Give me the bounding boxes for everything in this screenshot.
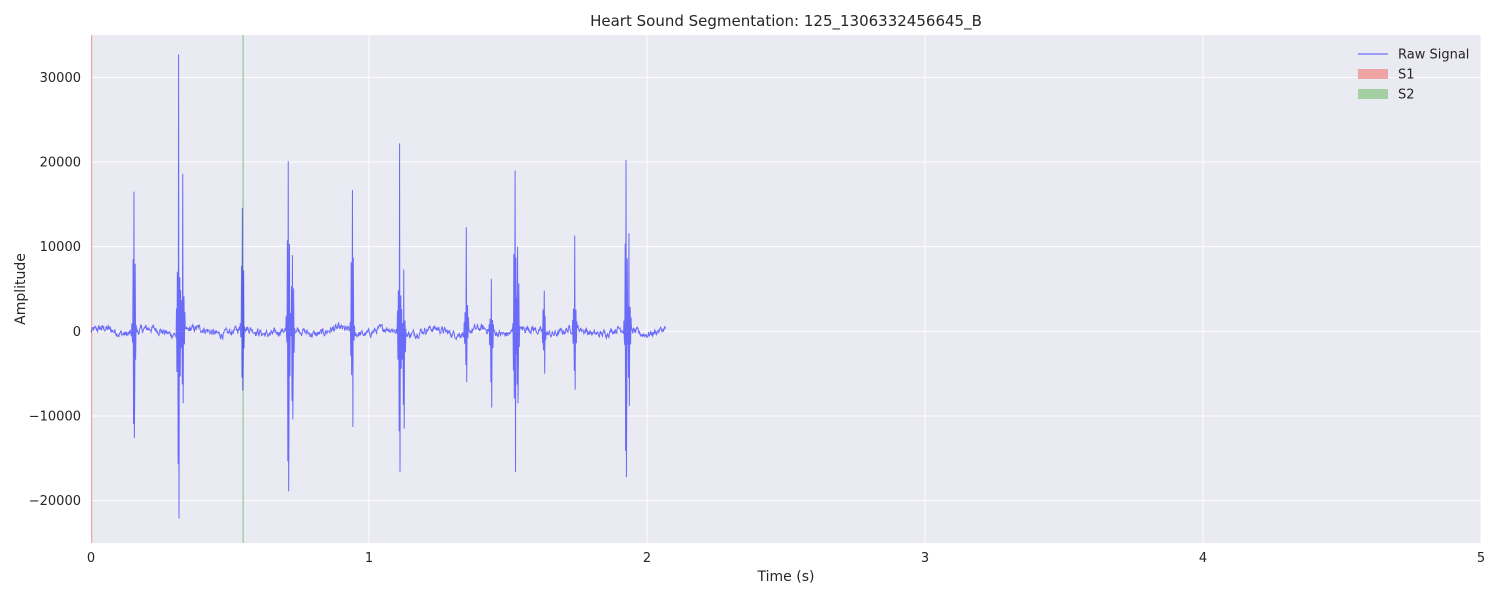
chart-title: Heart Sound Segmentation: 125_1306332456… xyxy=(590,12,982,31)
x-axis-ticks: 0 1 2 3 4 5 xyxy=(87,551,1485,566)
legend-swatch-s2 xyxy=(1358,89,1388,99)
series-layer xyxy=(90,54,667,519)
legend-label: Raw Signal xyxy=(1398,48,1469,63)
y-tick-label: 0 xyxy=(73,325,81,340)
x-tick-label: 1 xyxy=(365,551,373,566)
plot-background xyxy=(91,35,1481,543)
y-tick-label: 10000 xyxy=(40,240,81,255)
x-tick-label: 2 xyxy=(643,551,651,566)
y-tick-label: −10000 xyxy=(29,410,81,425)
x-tick-label: 3 xyxy=(921,551,929,566)
x-tick-label: 5 xyxy=(1477,551,1485,566)
legend: Raw Signal S1 S2 xyxy=(1358,48,1469,103)
y-axis-ticks: −20000 −10000 0 10000 20000 30000 xyxy=(29,71,81,509)
y-axis-title: Amplitude xyxy=(13,253,29,325)
region-s1 xyxy=(91,35,93,543)
grid xyxy=(90,35,1482,543)
x-axis-title: Time (s) xyxy=(757,569,815,585)
legend-label: S2 xyxy=(1398,88,1415,103)
x-tick-label: 4 xyxy=(1199,551,1207,566)
x-tick-label: 0 xyxy=(87,551,95,566)
legend-label: S1 xyxy=(1398,68,1415,83)
y-tick-label: −20000 xyxy=(29,494,81,509)
y-tick-label: 20000 xyxy=(40,156,81,171)
series-line-raw-signal xyxy=(90,54,667,519)
legend-swatch-s1 xyxy=(1358,69,1388,79)
y-tick-label: 30000 xyxy=(40,71,81,86)
